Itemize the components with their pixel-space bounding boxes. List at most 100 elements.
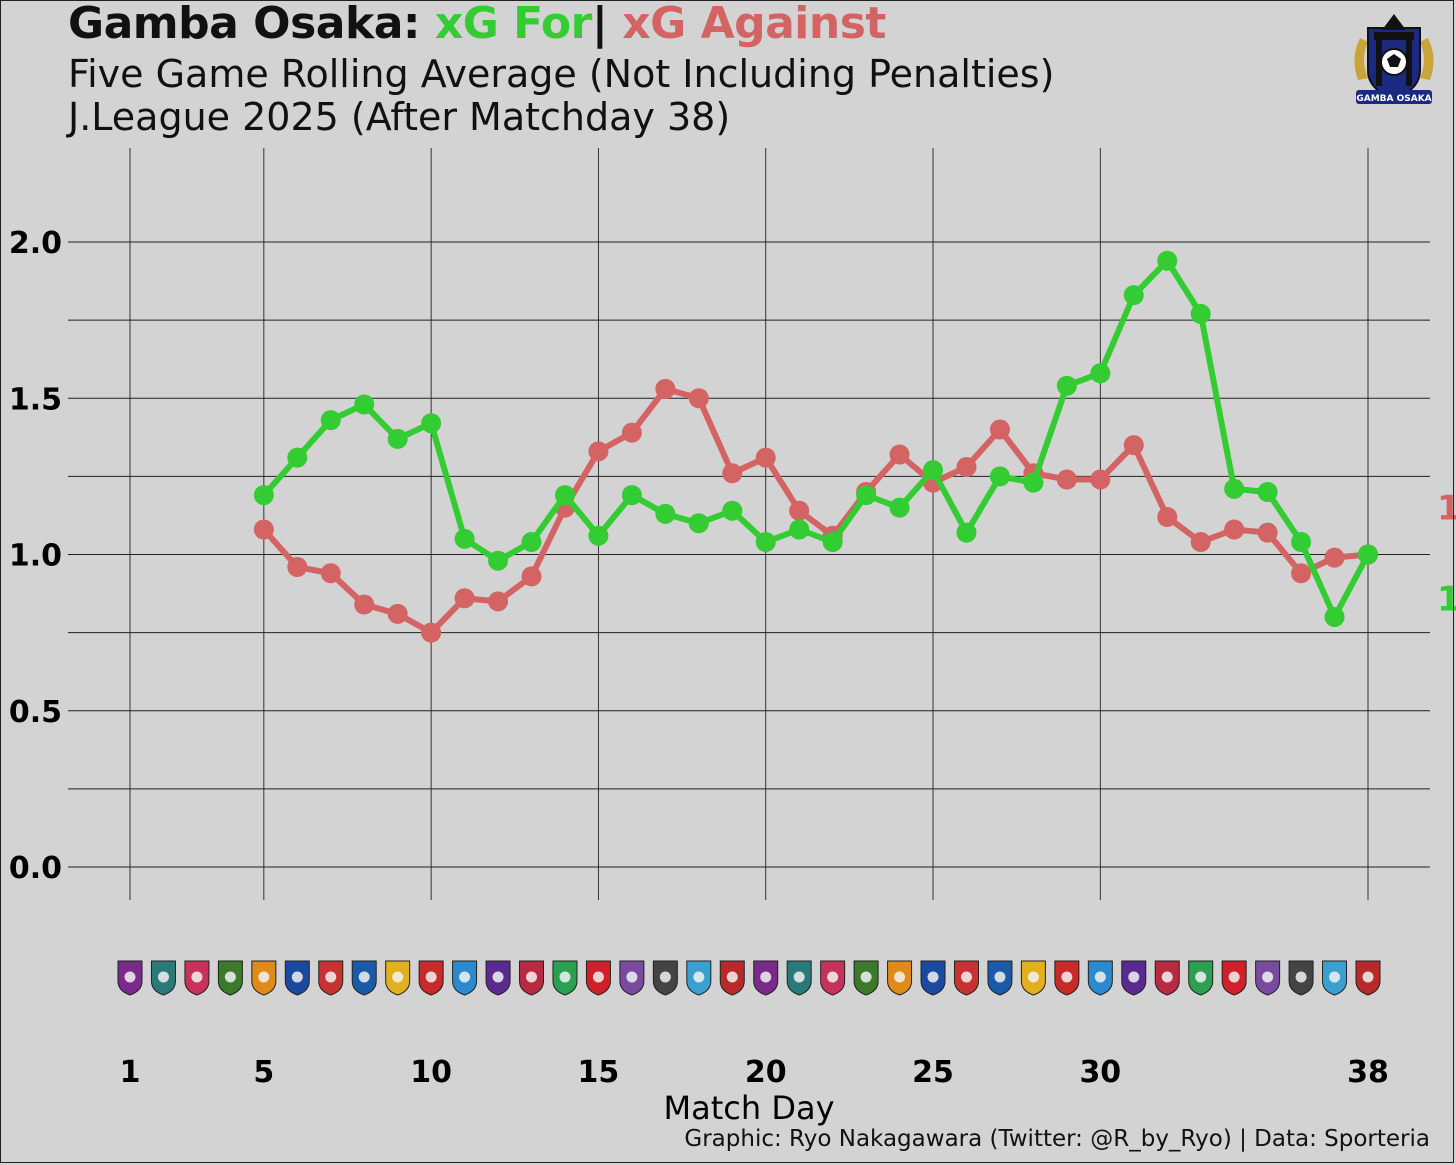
albirex-niigata-crest-icon xyxy=(318,960,344,996)
xg-against-point xyxy=(320,563,341,584)
xg-for-point xyxy=(421,413,442,434)
xg-against-point xyxy=(387,603,408,624)
x-tick-label: 10 xyxy=(410,1055,452,1090)
title-separator: | xyxy=(591,0,608,49)
vissel-kobe-crest-icon xyxy=(652,960,678,996)
urawa-reds-crest-icon xyxy=(1087,960,1113,996)
xg-against-point xyxy=(454,588,475,609)
gamba-osaka-crest-icon: GAMBA OSAKA xyxy=(1354,14,1434,104)
xg-against-point xyxy=(488,591,509,612)
shimizu-s-pulse-crest-icon xyxy=(251,960,277,996)
xg-against-end-label: 1 xyxy=(1437,489,1456,529)
kashima-antlers-crest-icon xyxy=(719,960,745,996)
xg-for-point xyxy=(1157,250,1178,271)
xg-for-point xyxy=(655,503,676,524)
xg-against-point xyxy=(588,441,609,462)
opponent-logo-row xyxy=(117,960,1381,996)
kyoto-sanga-crest-icon xyxy=(519,960,545,996)
yokohama-f-marinos-crest-icon xyxy=(284,960,310,996)
y-gridlines xyxy=(68,241,1430,868)
y-tick-labels: 0.0 0.5 1.0 1.5 2.0 xyxy=(9,226,62,886)
xg-for-point xyxy=(856,485,877,506)
chart-subtitle: Five Game Rolling Average (Not Including… xyxy=(68,52,1055,96)
tokyo-verdy-crest-icon xyxy=(1355,960,1381,996)
xg-for-point xyxy=(1190,303,1211,324)
x-tick-label: 30 xyxy=(1079,1055,1121,1090)
fc-machida-zelvia-crest-icon xyxy=(987,960,1013,996)
cerezo-osaka-crest-icon xyxy=(117,960,143,996)
xg-for-point xyxy=(1056,375,1077,396)
xg-against-point xyxy=(1123,435,1144,456)
nagoya-grampus-crest-icon xyxy=(1255,960,1281,996)
xg-for-point xyxy=(621,485,642,506)
xg-for-point xyxy=(554,485,575,506)
xg-for-series xyxy=(253,250,1378,627)
y-tick-label: 0.5 xyxy=(9,695,62,730)
xg-for-point xyxy=(354,394,375,415)
y-tick-label: 0.0 xyxy=(9,851,62,886)
xg-for-point xyxy=(1123,285,1144,306)
xg-for-point xyxy=(889,497,910,518)
xg-for-point xyxy=(1090,363,1111,384)
vissel-kobe-crest-icon xyxy=(1288,960,1314,996)
x-tick-label: 20 xyxy=(745,1055,787,1090)
chart-subtitle-league: J.League 2025 (After Matchday 38) xyxy=(68,95,731,139)
xg-against-point xyxy=(889,444,910,465)
shonan-bellmare-crest-icon xyxy=(1054,960,1080,996)
x-tick-labels: 1 5 10 15 20 25 30 38 xyxy=(120,1055,1389,1090)
sanfrecce-hiroshima-crest-icon xyxy=(953,960,979,996)
x-gridlines xyxy=(129,148,1369,900)
xg-for-end-label: 1 xyxy=(1437,579,1456,619)
xg-for-point xyxy=(755,532,776,552)
xg-for-point xyxy=(253,485,274,506)
x-tick-label: 25 xyxy=(912,1055,954,1090)
shonan-bellmare-crest-icon xyxy=(552,960,578,996)
title-team: Gamba Osaka: xyxy=(68,0,421,49)
xg-against-point xyxy=(521,566,542,587)
albirex-niigata-crest-icon xyxy=(1154,960,1180,996)
avispa-fukuoka-crest-icon xyxy=(1322,960,1348,996)
xg-against-point xyxy=(655,378,676,399)
xg-for-point xyxy=(1023,472,1044,493)
x-axis-title: Match Day xyxy=(664,1089,835,1127)
kyoto-sanga-crest-icon xyxy=(820,960,846,996)
x-tick-label: 1 xyxy=(120,1055,141,1090)
xg-against-point xyxy=(688,388,709,409)
kawasaki-frontale-crest-icon xyxy=(686,960,712,996)
xg-for-point xyxy=(454,528,475,549)
yokohama-fc-crest-icon xyxy=(1020,960,1046,996)
y-tick-label: 2.0 xyxy=(9,226,62,261)
fc-machida-crest-icon xyxy=(184,960,210,996)
xg-for-point xyxy=(287,447,308,468)
credit-text: Graphic: Ryo Nakagawara (Twitter: @R_by_… xyxy=(684,1126,1430,1152)
xg-for-point xyxy=(1257,482,1278,502)
xg-against-point xyxy=(421,622,442,643)
xg-against-point xyxy=(1190,532,1211,552)
xg-against-point xyxy=(354,594,375,615)
x-tick-label: 38 xyxy=(1347,1055,1389,1090)
nagoya-grampus-crest-icon xyxy=(418,960,444,996)
shimizu-s-pulse-crest-icon xyxy=(753,960,779,996)
yokohama-f-marinos-crest-icon xyxy=(1121,960,1147,996)
kashiwa-reysol-crest-icon xyxy=(1221,960,1247,996)
xg-for-line xyxy=(260,257,1371,620)
fc-machida-crest-icon xyxy=(920,960,946,996)
xg-against-point xyxy=(621,422,642,443)
xg-for-point xyxy=(956,522,977,543)
avispa-fukuoka-crest-icon xyxy=(150,960,176,996)
xg-against-point xyxy=(1257,522,1278,543)
kawasaki-frontale-crest-icon xyxy=(887,960,913,996)
chart-title: Gamba Osaka: xG For| xG Against xyxy=(68,0,886,49)
cerezo-osaka-crest-icon xyxy=(853,960,879,996)
xg-for-point xyxy=(387,428,408,449)
tokyo-verdy-crest-icon xyxy=(217,960,243,996)
kashiwa-reysol-crest-icon xyxy=(385,960,411,996)
xg-against-point xyxy=(253,519,274,540)
xg-for-point xyxy=(923,460,944,481)
xg-for-point xyxy=(822,532,843,552)
y-tick-label: 1.5 xyxy=(9,382,62,417)
sanfrecce-hiroshima-crest-icon xyxy=(619,960,645,996)
urawa-reds-crest-icon xyxy=(585,960,611,996)
fc-tokyo-crest-icon xyxy=(485,960,511,996)
